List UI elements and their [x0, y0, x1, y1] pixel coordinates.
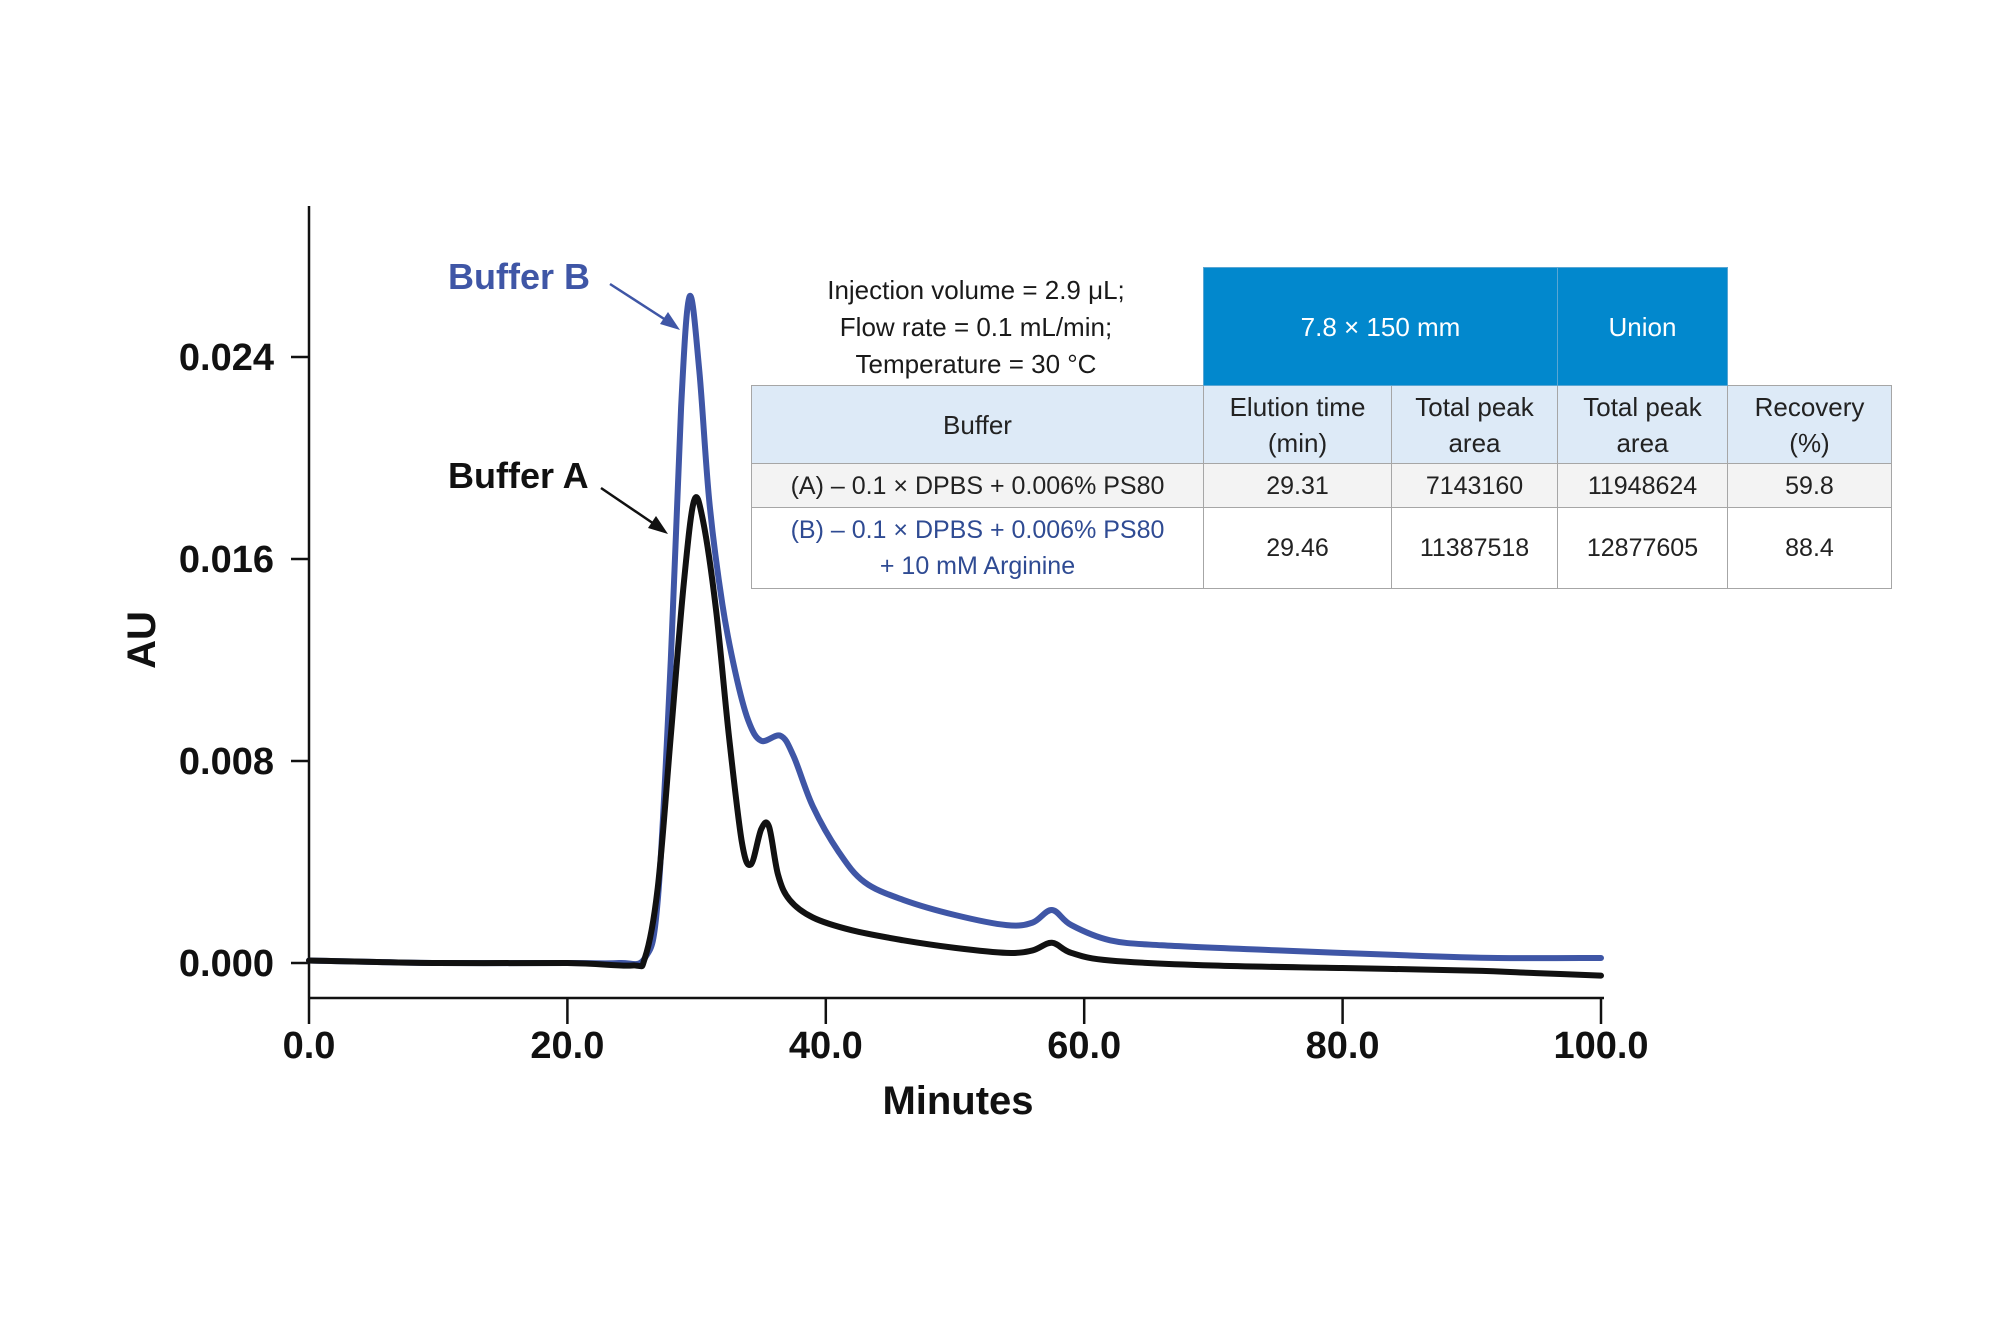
- y-tick-label: 0.024: [179, 337, 274, 379]
- cell-total-peak-area: 7143160: [1391, 463, 1558, 508]
- x-tick-label: 40.0: [789, 1025, 863, 1067]
- cell-buffer: (B) – 0.1 × DPBS + 0.006% PS80 + 10 mM Ar…: [751, 507, 1204, 589]
- y-tick-label: 0.016: [179, 539, 274, 581]
- cell-buffer: (A) – 0.1 × DPBS + 0.006% PS80: [751, 463, 1204, 508]
- table-blank-cell: [1728, 268, 1892, 386]
- cell-union-peak-area: 11948624: [1557, 463, 1728, 508]
- x-axis: 0.0 20.0 40.0 60.0 80.0 100.0: [283, 996, 1649, 1067]
- series-label-buffer-a: Buffer A: [448, 455, 589, 496]
- band-union: Union: [1557, 267, 1728, 386]
- table-row: (B) – 0.1 × DPBS + 0.006% PS80 + 10 mM Ar…: [751, 507, 1892, 589]
- x-tick-label: 20.0: [530, 1025, 604, 1067]
- header-buffer: Buffer: [751, 385, 1204, 464]
- x-axis-title: Minutes: [882, 1079, 1033, 1123]
- run-conditions: Injection volume = 2.9 μL; Flow rate = 0…: [752, 272, 1200, 383]
- condition-flow-rate: Flow rate = 0.1 mL/min;: [839, 312, 1113, 342]
- header-total-peak-area: Total peak area: [1391, 385, 1558, 464]
- header-union-peak-area: Total peak area: [1557, 385, 1728, 464]
- x-tick-label: 0.0: [283, 1025, 336, 1067]
- x-ticks: 0.0 20.0 40.0 60.0 80.0 100.0: [283, 998, 1649, 1067]
- x-tick-label: 60.0: [1047, 1025, 1121, 1067]
- table-header-row: Buffer Elution time (min) Total peak area …: [751, 385, 1892, 464]
- table-row: (A) – 0.1 × DPBS + 0.006% PS80 29.31 714…: [751, 463, 1892, 508]
- cell-elution-time: 29.31: [1203, 463, 1392, 508]
- x-tick-label: 80.0: [1306, 1025, 1380, 1067]
- cell-recovery: 59.8: [1727, 463, 1892, 508]
- buffer-a-arrow: [600, 486, 668, 534]
- buffer-b-arrow: [609, 282, 680, 330]
- table-band-row: 7.8 × 150 mm Union: [752, 267, 1892, 386]
- condition-temperature: Temperature = 30 °C: [855, 349, 1097, 379]
- series-line-buffer-a: [306, 494, 1604, 979]
- cell-total-peak-area: 11387518: [1391, 507, 1558, 589]
- traces: [306, 292, 1604, 979]
- y-axis-title: AU: [120, 611, 164, 669]
- results-table: 7.8 × 150 mm Union Buffer Elution time (m…: [751, 267, 1892, 589]
- x-tick-label: 100.0: [1553, 1025, 1648, 1067]
- y-ticks: 0.000 0.008 0.016 0.024: [179, 337, 309, 985]
- y-axis: 0.000 0.008 0.016 0.024: [179, 206, 311, 998]
- series-label-buffer-b: Buffer B: [448, 256, 590, 297]
- header-recovery: Recovery (%): [1727, 385, 1892, 464]
- y-tick-label: 0.008: [179, 741, 274, 783]
- header-elution-time: Elution time (min): [1203, 385, 1392, 464]
- cell-recovery: 88.4: [1727, 507, 1892, 589]
- cell-elution-time: 29.46: [1203, 507, 1392, 589]
- condition-injection-volume: Injection volume = 2.9 μL;: [827, 275, 1125, 305]
- cell-union-peak-area: 12877605: [1557, 507, 1728, 589]
- band-column-dimensions: 7.8 × 150 mm: [1203, 267, 1558, 386]
- table-blank-cell: [752, 268, 1204, 386]
- y-tick-label: 0.000: [179, 943, 274, 985]
